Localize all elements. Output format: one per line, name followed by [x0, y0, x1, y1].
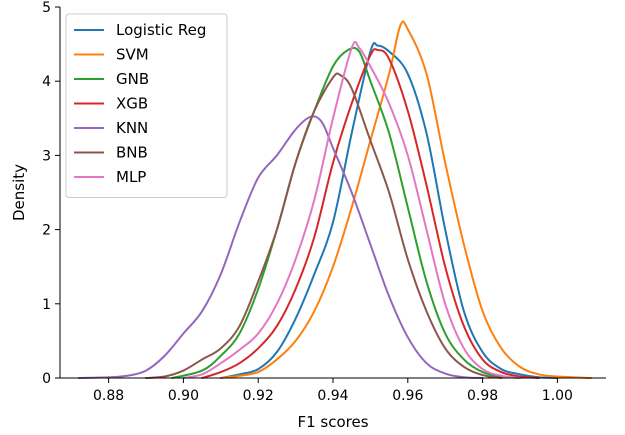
- legend-label: GNB: [116, 70, 149, 88]
- y-ticks: 0 1 2 3 4 5: [42, 0, 60, 387]
- legend: Logistic Reg SVM GNB XGB KNN BNB MLP: [65, 13, 228, 198]
- x-tick-label: 0.88: [93, 388, 124, 404]
- x-tick-label: 0.94: [317, 388, 348, 404]
- series-line-xgb: [201, 48, 540, 379]
- y-axis-title: Density: [10, 164, 28, 221]
- series-line-gnb: [171, 46, 521, 379]
- y-tick-label: 2: [42, 223, 51, 239]
- series-line-bnb: [145, 72, 503, 379]
- legend-label: MLP: [116, 168, 146, 186]
- x-ticks: 0.88 0.90 0.92 0.94 0.96 0.98 1.00: [93, 378, 573, 404]
- legend-label: KNN: [116, 119, 148, 137]
- legend-label: XGB: [116, 95, 148, 113]
- legend-label: BNB: [116, 144, 148, 162]
- y-tick-label: 4: [42, 74, 51, 90]
- legend-box: [65, 13, 228, 198]
- x-axis-title: F1 scores: [297, 413, 368, 431]
- legend-label: SVM: [116, 46, 149, 64]
- series-line-knn: [77, 115, 484, 379]
- series-curves: [77, 20, 593, 379]
- series-line-svm: [219, 20, 593, 379]
- y-tick-label: 0: [42, 371, 51, 387]
- x-tick-label: 0.90: [168, 388, 199, 404]
- y-tick-label: 1: [42, 297, 51, 313]
- x-tick-label: 0.92: [243, 388, 274, 404]
- series-line-mlp: [182, 40, 521, 379]
- y-tick-label: 3: [42, 148, 51, 164]
- x-tick-label: 0.98: [467, 388, 498, 404]
- legend-label: Logistic Reg: [116, 21, 206, 39]
- y-tick-label: 5: [42, 0, 51, 16]
- x-tick-label: 0.96: [392, 388, 423, 404]
- x-tick-label: 1.00: [542, 388, 573, 404]
- series-line-logistic-reg: [219, 42, 559, 379]
